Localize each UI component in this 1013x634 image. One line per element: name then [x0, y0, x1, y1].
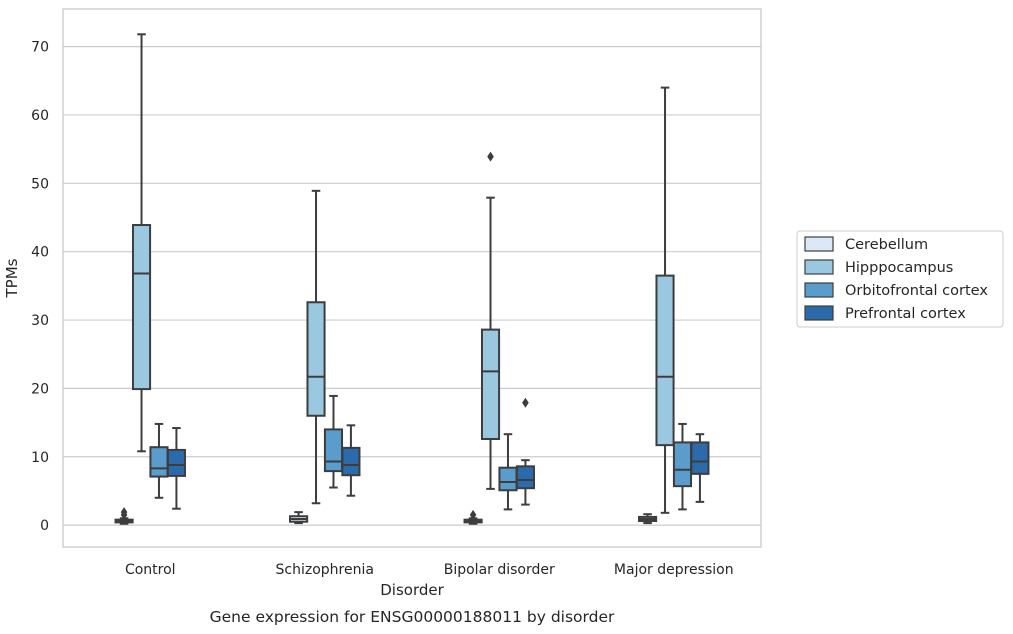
y-tick-label: 20 [31, 381, 49, 397]
outlier-point [469, 509, 477, 520]
legend-swatch [804, 259, 834, 275]
box-0-3 [638, 513, 658, 525]
iqr-box [655, 274, 675, 447]
x-tick-labels: Control Schizophrenia Bipolar disorder Majo… [125, 562, 734, 578]
legend-swatch [804, 236, 834, 252]
box-3-0 [166, 427, 186, 510]
box-3-2 [515, 397, 535, 506]
iqr-box [672, 441, 693, 488]
iqr-box [480, 328, 501, 440]
legend-swatch [804, 305, 834, 321]
y-tick-labels: 0 10 20 30 40 50 60 70 [31, 40, 49, 535]
x-axis-label: Disorder [380, 581, 444, 599]
x-tick-label: Control [125, 562, 176, 578]
box-0-2 [463, 509, 483, 525]
iqr-box [498, 466, 518, 492]
box-1-1 [306, 189, 326, 505]
box-0-1 [289, 511, 309, 525]
iqr-box [690, 441, 710, 475]
legend-label: Orbitofrontal cortex [845, 283, 988, 299]
x-tick-label: Major depression [614, 562, 734, 578]
y-tick-label: 10 [31, 450, 49, 466]
box-3-3 [690, 433, 710, 503]
iqr-box [323, 428, 344, 473]
outlier-point [522, 397, 529, 408]
iqr-box [131, 224, 152, 391]
legend-swatch [804, 282, 834, 298]
y-tick-label: 40 [31, 245, 49, 261]
y-tick-label: 60 [31, 108, 49, 124]
plot-frame [62, 8, 762, 548]
iqr-box [149, 446, 169, 478]
box-1-2 [480, 151, 501, 490]
box-2-0 [149, 422, 169, 499]
iqr-box [306, 301, 326, 417]
legend: Cerebellum Hipppocampus Orbitofrontal cort… [796, 230, 1004, 328]
y-tick-label: 70 [31, 40, 49, 56]
box-1-0 [131, 33, 152, 453]
legend-label: Hipppocampus [845, 260, 953, 276]
x-tick-label: Bipolar disorder [444, 562, 555, 578]
box-2-1 [323, 394, 344, 489]
box-0-0 [114, 507, 134, 525]
outlier-point [487, 151, 494, 162]
box-2-3 [672, 422, 693, 511]
legend-frame [796, 230, 1004, 328]
y-tick-label: 0 [40, 518, 49, 534]
box-series [114, 33, 710, 525]
legend-label: Cerebellum [845, 237, 928, 253]
box-1-3 [655, 86, 675, 514]
chart-caption: Gene expression for ENSG00000188011 by d… [210, 608, 615, 626]
x-tick-label: Schizophrenia [276, 562, 374, 578]
box-2-2 [498, 433, 518, 511]
box-3-1 [341, 424, 361, 497]
y-axis-label: TPMs [3, 258, 21, 298]
y-tick-label: 50 [31, 176, 49, 192]
iqr-box [341, 446, 361, 477]
legend-label: Prefrontal cortex [845, 306, 966, 322]
iqr-box [515, 465, 535, 490]
outlier-point [120, 507, 128, 518]
iqr-box [166, 448, 186, 477]
y-tick-label: 30 [31, 313, 49, 329]
